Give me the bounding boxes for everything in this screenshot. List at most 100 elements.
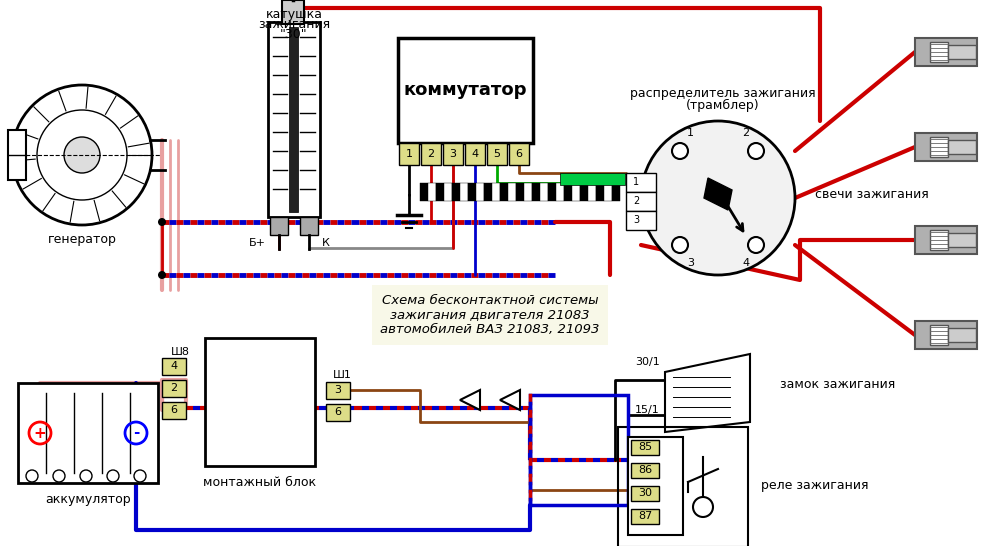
Bar <box>509 143 529 165</box>
Text: 6: 6 <box>335 407 342 417</box>
Bar <box>572 183 580 201</box>
Polygon shape <box>500 390 520 410</box>
Text: Ш8: Ш8 <box>171 347 190 357</box>
Bar <box>540 183 548 201</box>
Bar <box>452 183 460 201</box>
Text: 85: 85 <box>638 442 652 452</box>
Circle shape <box>12 85 152 225</box>
Bar <box>326 382 350 399</box>
Circle shape <box>693 497 713 517</box>
Text: 2: 2 <box>633 196 639 206</box>
Text: Б+: Б+ <box>249 238 266 248</box>
Bar <box>915 133 977 161</box>
Text: 6: 6 <box>171 405 178 415</box>
Bar <box>300 217 318 235</box>
FancyArrowPatch shape <box>728 205 743 231</box>
Bar <box>460 183 468 201</box>
Circle shape <box>53 470 65 482</box>
Text: катушка: катушка <box>265 8 323 21</box>
Bar <box>548 183 556 201</box>
Bar <box>631 463 659 478</box>
Text: 5: 5 <box>494 149 500 159</box>
Bar <box>930 230 948 250</box>
Circle shape <box>26 470 38 482</box>
Text: 2: 2 <box>742 128 749 138</box>
Text: (трамблер): (трамблер) <box>686 98 760 111</box>
Circle shape <box>80 470 92 482</box>
Text: 30: 30 <box>638 488 652 498</box>
Bar <box>948 45 976 59</box>
Text: 30/1: 30/1 <box>636 357 660 367</box>
Text: 2: 2 <box>171 383 178 393</box>
Text: 15/1: 15/1 <box>636 405 660 415</box>
Circle shape <box>672 237 688 253</box>
Circle shape <box>748 143 764 159</box>
Bar <box>948 140 976 154</box>
Text: 4: 4 <box>472 149 479 159</box>
Bar <box>484 183 492 201</box>
Bar <box>604 183 612 201</box>
Text: 3: 3 <box>450 149 457 159</box>
Bar <box>428 183 436 201</box>
Bar <box>930 42 948 62</box>
Bar <box>18 383 158 483</box>
Bar <box>564 183 572 201</box>
Circle shape <box>107 470 119 482</box>
Bar <box>532 183 540 201</box>
Bar <box>628 437 683 535</box>
Bar <box>398 38 533 143</box>
Circle shape <box>37 110 127 200</box>
Bar <box>326 404 350 421</box>
Text: коммутатор: коммутатор <box>403 81 526 99</box>
Bar <box>626 192 656 211</box>
Text: 1: 1 <box>405 149 412 159</box>
Bar <box>468 183 476 201</box>
Text: 4: 4 <box>171 361 178 371</box>
Circle shape <box>158 271 166 279</box>
Bar <box>631 440 659 455</box>
Bar <box>444 183 452 201</box>
Bar <box>282 0 304 24</box>
Bar <box>596 183 604 201</box>
Circle shape <box>64 137 100 173</box>
Circle shape <box>641 121 795 275</box>
Bar <box>399 143 419 165</box>
Bar <box>516 183 524 201</box>
Text: замок зажигания: замок зажигания <box>780 377 896 390</box>
Circle shape <box>158 218 166 226</box>
Text: 86: 86 <box>638 465 652 475</box>
Bar <box>508 183 516 201</box>
Bar <box>443 143 463 165</box>
Bar <box>205 338 315 466</box>
Bar <box>524 183 532 201</box>
Bar <box>915 321 977 349</box>
Bar <box>268 22 320 217</box>
Bar <box>421 143 441 165</box>
Text: +: + <box>34 425 47 441</box>
Circle shape <box>748 237 764 253</box>
Text: 87: 87 <box>638 511 652 521</box>
Text: 3: 3 <box>633 215 639 225</box>
Bar <box>436 183 444 201</box>
Bar <box>560 173 625 185</box>
Bar <box>420 183 428 201</box>
Text: монтажный блок: монтажный блок <box>204 476 317 489</box>
Bar <box>487 143 507 165</box>
Text: 3: 3 <box>335 385 342 395</box>
Polygon shape <box>665 354 750 432</box>
Text: 4: 4 <box>742 258 749 268</box>
Bar <box>948 328 976 342</box>
Text: 1: 1 <box>687 128 694 138</box>
Text: свечи зажигания: свечи зажигания <box>815 188 928 201</box>
Bar <box>162 380 186 397</box>
Bar <box>631 486 659 501</box>
Text: Схема бесконтактной системы
зажигания двигателя 21083
автомобилей ВАЗ 21083, 210: Схема бесконтактной системы зажигания дв… <box>380 294 600 336</box>
Bar <box>915 38 977 66</box>
Text: Ш1: Ш1 <box>333 370 352 380</box>
Bar <box>588 183 596 201</box>
Text: распределитель зажигания: распределитель зажигания <box>631 86 816 99</box>
Bar <box>612 183 620 201</box>
Polygon shape <box>460 390 480 410</box>
Bar <box>626 173 656 192</box>
Bar <box>556 183 564 201</box>
